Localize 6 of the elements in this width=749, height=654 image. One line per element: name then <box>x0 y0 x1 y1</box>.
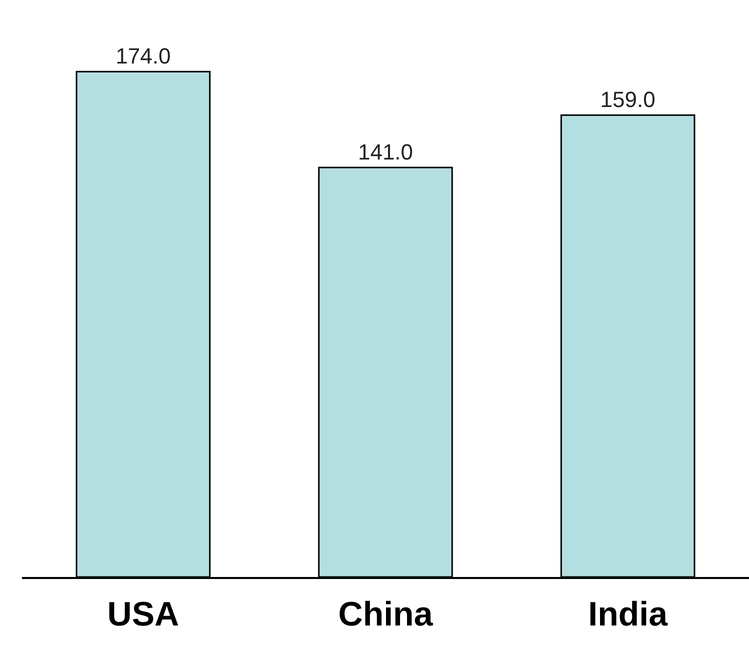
data-label: 174.0 <box>116 44 171 69</box>
x-tick-label: India <box>588 596 669 634</box>
data-label: 159.0 <box>600 87 656 112</box>
x-tick-label: USA <box>107 596 180 634</box>
x-tick-label: China <box>338 596 434 634</box>
data-label: 141.0 <box>358 139 414 164</box>
